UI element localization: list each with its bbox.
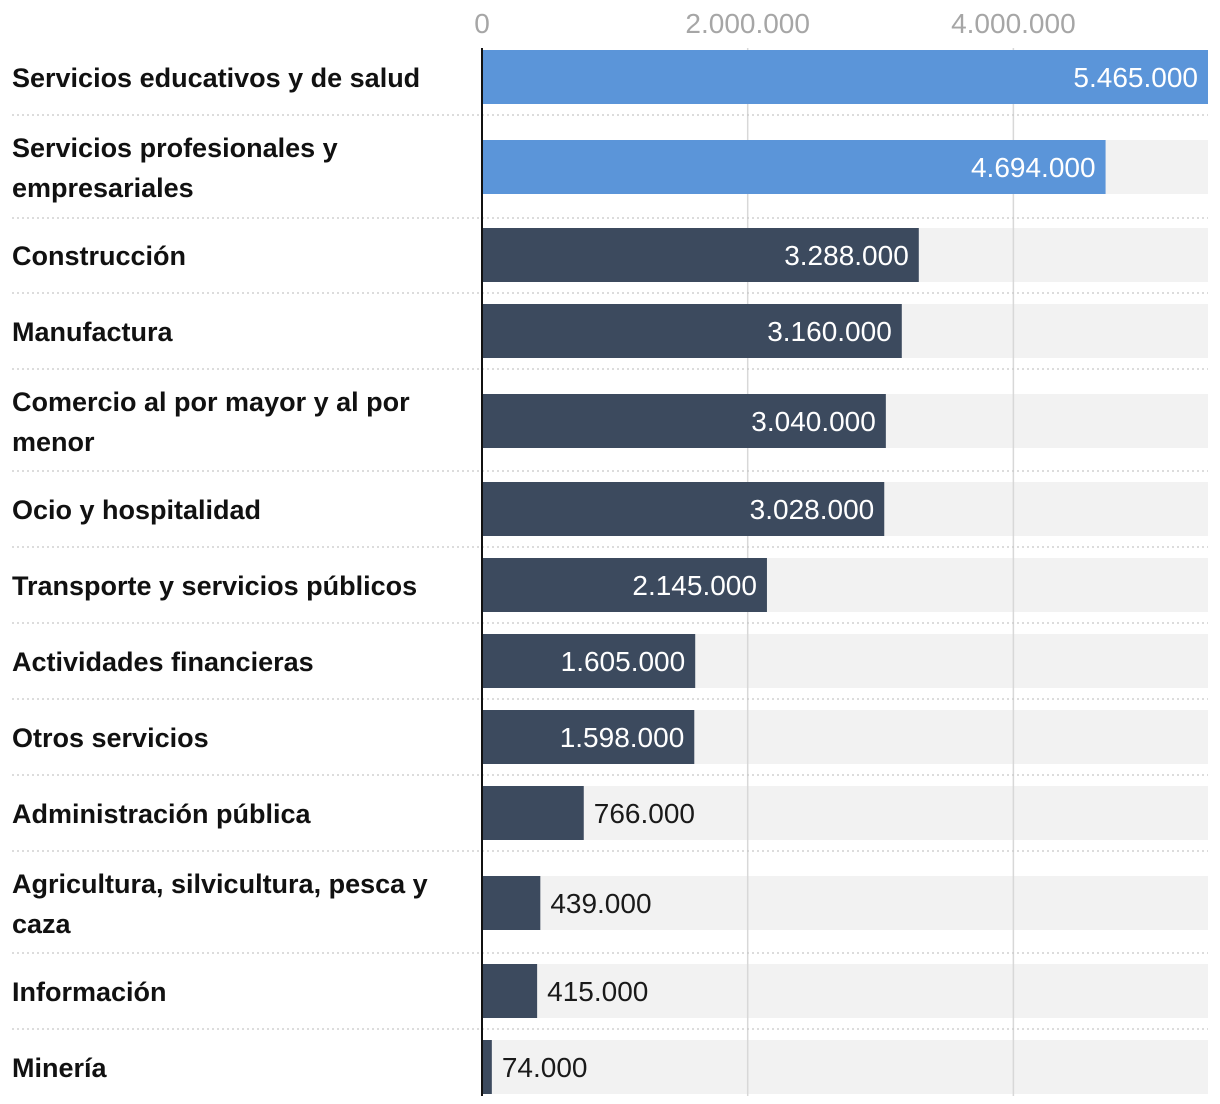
bar-track [482,1040,1208,1094]
bar-track [482,876,1208,930]
bar [482,876,541,930]
x-tick-label: 4.000.000 [951,8,1076,39]
bar [482,482,885,536]
category-label: Información [12,977,167,1007]
category-label: Otros servicios [12,723,209,753]
bar-value-label: 2.145.000 [632,570,757,601]
bar-value-label: 74.000 [502,1052,588,1083]
bar [482,710,695,764]
bar-track [482,786,1208,840]
bar-value-label: 415.000 [547,976,648,1007]
bar-value-label: 4.694.000 [971,152,1096,183]
bar [482,50,1208,104]
bar-value-label: 3.028.000 [750,494,875,525]
bar [482,1040,492,1094]
bar [482,964,538,1018]
bar-value-label: 766.000 [594,798,695,829]
category-label: Agricultura, silvicultura, pesca y caza [12,869,428,939]
category-label: Servicios educativos y de salud [12,63,420,93]
bar [482,304,902,358]
category-label: Transporte y servicios públicos [12,571,417,601]
category-label: Administración pública [12,799,312,829]
category-label: Servicios profesionales y empresariales [12,133,338,203]
bar-value-label: 1.605.000 [561,646,686,677]
category-label: Actividades financieras [12,647,314,677]
bar-value-label: 3.160.000 [767,316,892,347]
bar [482,634,696,688]
bar [482,140,1106,194]
bar-value-label: 439.000 [550,888,651,919]
bar-value-label: 1.598.000 [560,722,685,753]
bar [482,786,584,840]
bar [482,228,919,282]
bar [482,394,886,448]
bar [482,558,767,612]
bar-value-label: 3.288.000 [784,240,909,271]
category-label: Comercio al por mayor y al por menor [12,387,410,457]
bar-track [482,964,1208,1018]
category-label: Ocio y hospitalidad [12,495,261,525]
x-tick-label: 2.000.000 [685,8,810,39]
category-label: Construcción [12,241,186,271]
x-tick-label: 0 [474,8,490,39]
bar-value-label: 5.465.000 [1073,62,1198,93]
bar-value-label: 3.040.000 [751,406,876,437]
category-label: Manufactura [12,317,174,347]
category-label: Minería [12,1053,108,1083]
